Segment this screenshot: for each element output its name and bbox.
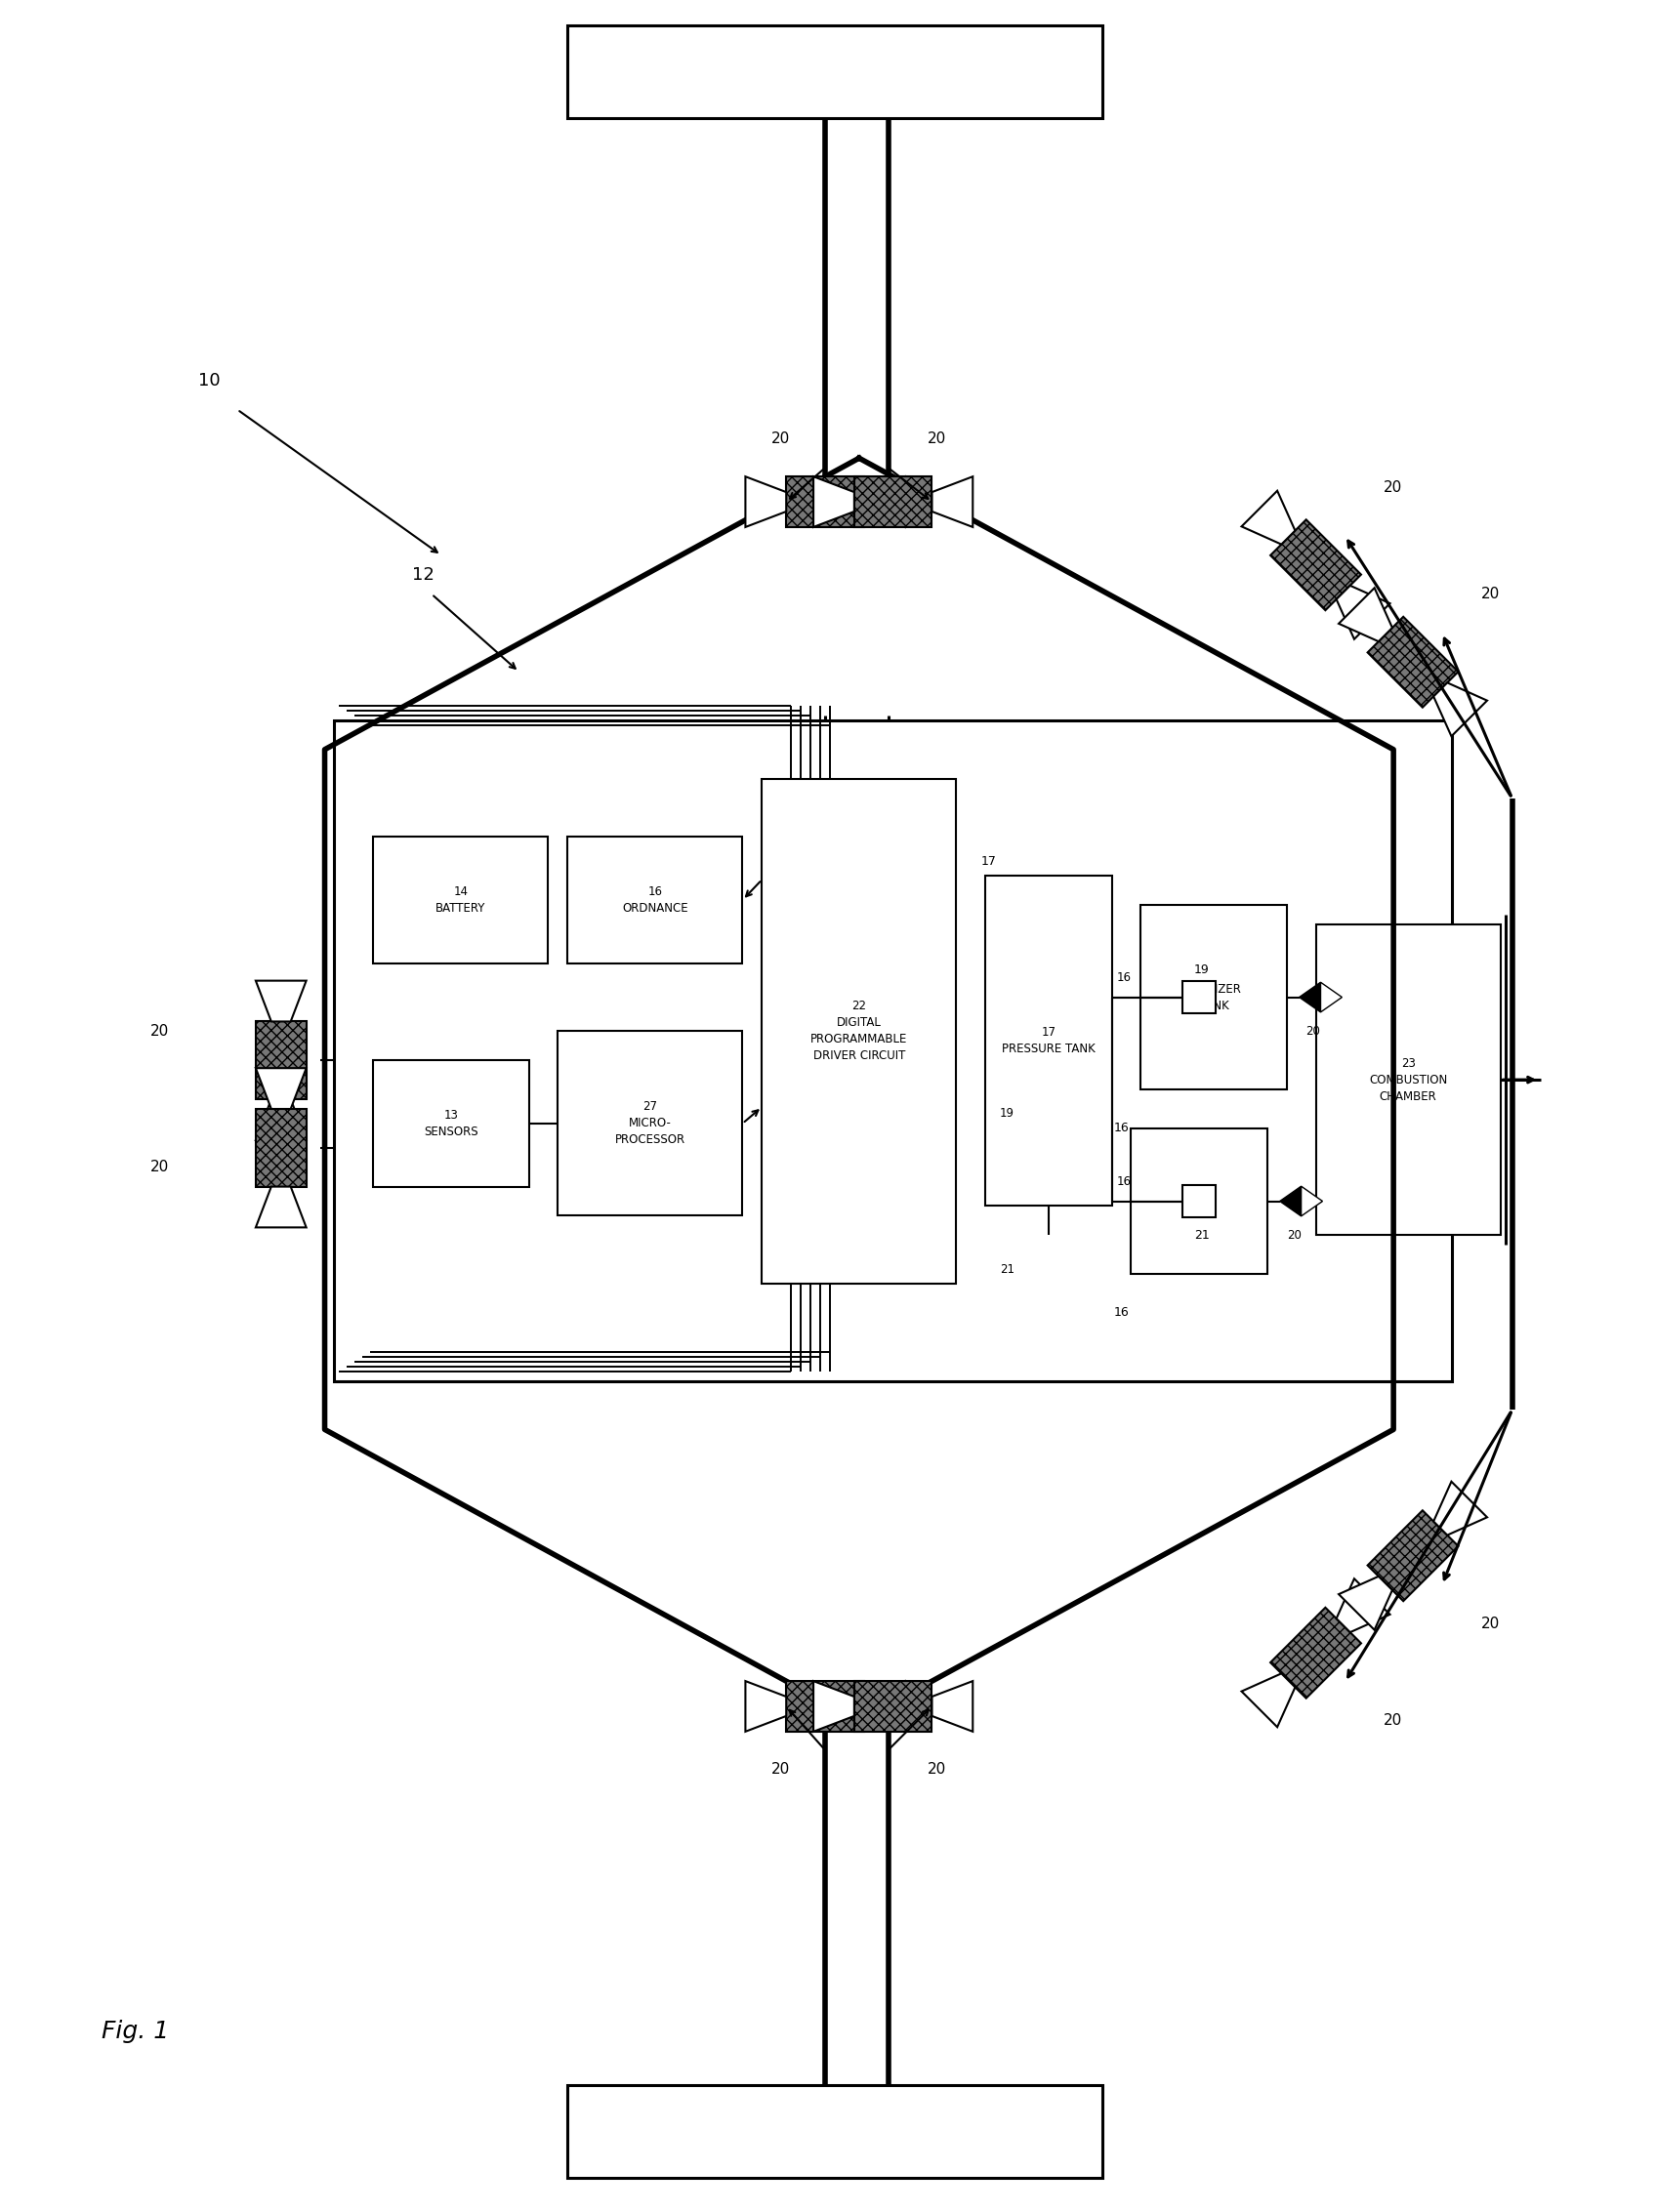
Polygon shape xyxy=(932,1681,972,1732)
Text: 13
SENSORS: 13 SENSORS xyxy=(424,1108,479,1139)
FancyBboxPatch shape xyxy=(558,1031,742,1217)
Text: 20: 20 xyxy=(772,431,790,447)
Polygon shape xyxy=(1336,586,1389,639)
Text: 20: 20 xyxy=(1384,1714,1403,1728)
Polygon shape xyxy=(1368,617,1459,708)
Polygon shape xyxy=(255,980,306,1022)
Polygon shape xyxy=(864,1681,904,1732)
Text: 17
PRESSURE TANK: 17 PRESSURE TANK xyxy=(1002,1026,1095,1055)
Text: 20: 20 xyxy=(149,1024,169,1037)
Polygon shape xyxy=(813,1681,854,1732)
Text: 20: 20 xyxy=(1287,1230,1302,1241)
Polygon shape xyxy=(255,1186,306,1228)
Polygon shape xyxy=(1434,1482,1487,1535)
Text: 21: 21 xyxy=(1194,1230,1209,1241)
Polygon shape xyxy=(787,476,864,526)
FancyBboxPatch shape xyxy=(568,27,1101,117)
Polygon shape xyxy=(1270,1608,1361,1699)
Text: OXIDIZER
TANK: OXIDIZER TANK xyxy=(1186,982,1240,1011)
Polygon shape xyxy=(1336,1579,1389,1632)
Polygon shape xyxy=(1280,1186,1302,1217)
Text: 27
MICRO-
PROCESSOR: 27 MICRO- PROCESSOR xyxy=(614,1102,686,1146)
Polygon shape xyxy=(1242,491,1295,544)
FancyBboxPatch shape xyxy=(1141,905,1287,1091)
Text: Fig. 1: Fig. 1 xyxy=(101,2020,169,2044)
FancyBboxPatch shape xyxy=(985,876,1111,1206)
Polygon shape xyxy=(255,1099,306,1139)
Text: 16: 16 xyxy=(1113,1307,1129,1318)
Polygon shape xyxy=(813,476,854,526)
Polygon shape xyxy=(745,1681,787,1732)
Text: 14
BATTERY: 14 BATTERY xyxy=(436,885,485,916)
Text: 19: 19 xyxy=(1000,1108,1015,1119)
Text: 20: 20 xyxy=(1307,1024,1320,1037)
Bar xyxy=(1182,980,1216,1013)
Text: FUEL
TANK: FUEL TANK xyxy=(1184,1186,1214,1217)
Text: 20: 20 xyxy=(927,1763,946,1776)
Text: 20: 20 xyxy=(1384,480,1403,495)
Text: 20: 20 xyxy=(927,431,946,447)
Polygon shape xyxy=(854,476,932,526)
Polygon shape xyxy=(745,476,787,526)
Polygon shape xyxy=(1338,588,1393,641)
Polygon shape xyxy=(1302,1186,1323,1217)
Polygon shape xyxy=(1300,982,1320,1013)
FancyBboxPatch shape xyxy=(762,779,956,1283)
Polygon shape xyxy=(1270,520,1361,611)
Text: 12: 12 xyxy=(412,566,434,584)
Polygon shape xyxy=(864,476,904,526)
Polygon shape xyxy=(1320,982,1341,1013)
Text: 10: 10 xyxy=(199,372,220,389)
Text: 20: 20 xyxy=(1480,586,1500,602)
Polygon shape xyxy=(854,1681,932,1732)
Polygon shape xyxy=(1368,1511,1459,1601)
Text: 16: 16 xyxy=(1113,1121,1129,1135)
Text: 16: 16 xyxy=(1116,1175,1131,1188)
Polygon shape xyxy=(1434,684,1487,737)
FancyBboxPatch shape xyxy=(568,2086,1101,2177)
Text: 16
ORDNANCE: 16 ORDNANCE xyxy=(623,885,687,916)
Text: 19: 19 xyxy=(1194,964,1209,975)
FancyBboxPatch shape xyxy=(568,836,742,962)
Polygon shape xyxy=(1242,1674,1295,1728)
Text: 17: 17 xyxy=(980,854,995,867)
FancyBboxPatch shape xyxy=(335,721,1452,1380)
Polygon shape xyxy=(255,1108,306,1186)
FancyBboxPatch shape xyxy=(373,836,548,962)
Text: 22
DIGITAL
PROGRAMMABLE
DRIVER CIRCUIT: 22 DIGITAL PROGRAMMABLE DRIVER CIRCUIT xyxy=(810,1000,907,1062)
Text: 20: 20 xyxy=(1480,1617,1500,1630)
Polygon shape xyxy=(255,1022,306,1099)
Bar xyxy=(1182,1186,1216,1219)
Text: 21: 21 xyxy=(1000,1263,1015,1276)
Text: 20: 20 xyxy=(772,1763,790,1776)
FancyBboxPatch shape xyxy=(373,1060,528,1186)
Polygon shape xyxy=(787,1681,864,1732)
Polygon shape xyxy=(255,1068,306,1108)
Text: 16: 16 xyxy=(1116,971,1131,984)
Text: 23
COMBUSTION
CHAMBER: 23 COMBUSTION CHAMBER xyxy=(1370,1057,1447,1104)
Polygon shape xyxy=(932,476,972,526)
FancyBboxPatch shape xyxy=(1317,925,1500,1234)
FancyBboxPatch shape xyxy=(1131,1128,1267,1274)
Text: 20: 20 xyxy=(149,1159,169,1175)
Polygon shape xyxy=(1338,1577,1393,1630)
